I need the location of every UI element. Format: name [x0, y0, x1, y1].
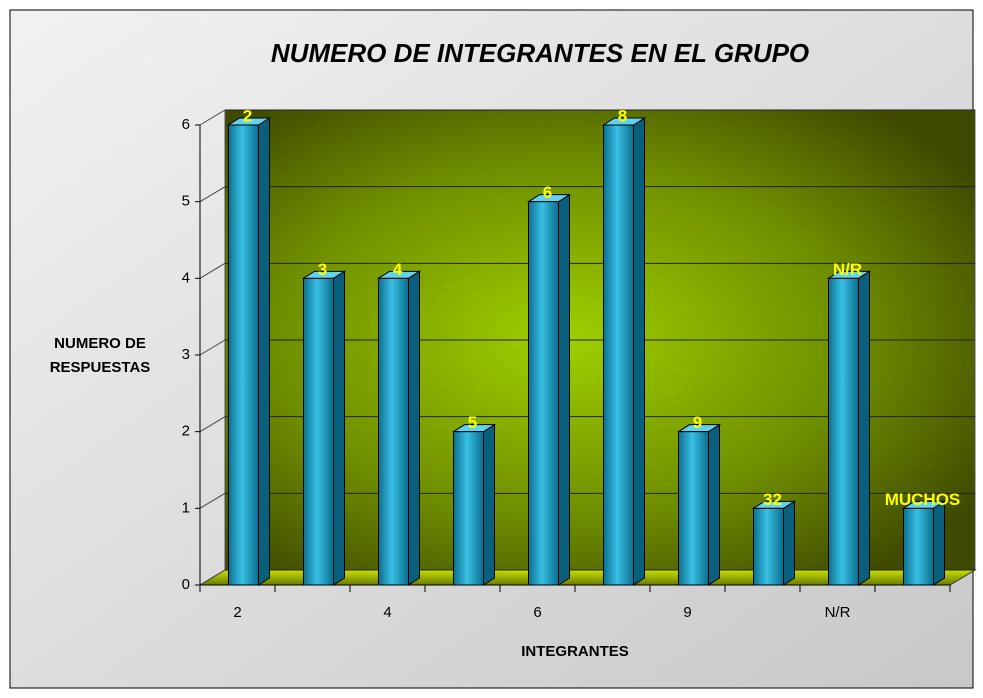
y-tick-label: 0	[182, 576, 190, 593]
y-tick-label: 5	[182, 193, 190, 210]
y-tick-label: 4	[182, 269, 190, 286]
grid-line	[199, 492, 226, 509]
x-axis-title: INTEGRANTES	[521, 643, 629, 660]
data-label: 2	[243, 106, 252, 125]
y-axis-title: NUMERO DE	[54, 335, 146, 352]
y-tick-label: 3	[182, 346, 190, 363]
data-label: 3	[318, 260, 327, 279]
grid-line	[199, 339, 226, 356]
bar	[378, 277, 409, 586]
bar-side	[408, 270, 420, 586]
data-label: 8	[618, 106, 627, 125]
data-label: 32	[763, 490, 782, 509]
bar-side	[333, 270, 345, 586]
x-tick-label: 9	[683, 604, 691, 621]
bar	[678, 431, 709, 586]
bar-side	[933, 500, 945, 586]
bar	[828, 277, 859, 586]
bar-side	[483, 423, 495, 586]
grid-line	[199, 569, 226, 586]
x-tick-label: 4	[383, 604, 391, 621]
grid-line	[199, 186, 226, 203]
data-label: 6	[543, 183, 552, 202]
bar-side	[258, 117, 270, 586]
y-tick-label: 2	[182, 423, 190, 440]
bar-side	[783, 500, 795, 586]
bar	[603, 124, 634, 586]
x-tick-label: 6	[533, 604, 541, 621]
bar	[228, 124, 259, 586]
data-label: N/R	[833, 260, 862, 279]
data-label: MUCHOS	[885, 490, 961, 509]
bar-side	[858, 270, 870, 586]
y-tick-label: 1	[182, 499, 190, 516]
bar	[528, 201, 559, 586]
y-tick-label: 6	[182, 116, 190, 133]
bar-side	[558, 193, 570, 586]
grid-line	[199, 109, 226, 126]
bar-side	[708, 423, 720, 586]
bar	[753, 507, 784, 586]
chart-title: NUMERO DE INTEGRANTES EN EL GRUPO	[271, 38, 809, 68]
bar-side	[633, 117, 645, 586]
data-label: 4	[393, 260, 403, 279]
bar	[303, 277, 334, 586]
bar	[903, 507, 934, 586]
bar	[453, 431, 484, 586]
data-label: 9	[693, 413, 702, 432]
x-tick-label: 2	[233, 604, 241, 621]
y-axis-title: RESPUESTAS	[50, 359, 151, 376]
data-label: 5	[468, 413, 477, 432]
grid-line	[199, 416, 226, 433]
x-tick-label: N/R	[825, 604, 851, 621]
grid-line	[199, 262, 226, 279]
